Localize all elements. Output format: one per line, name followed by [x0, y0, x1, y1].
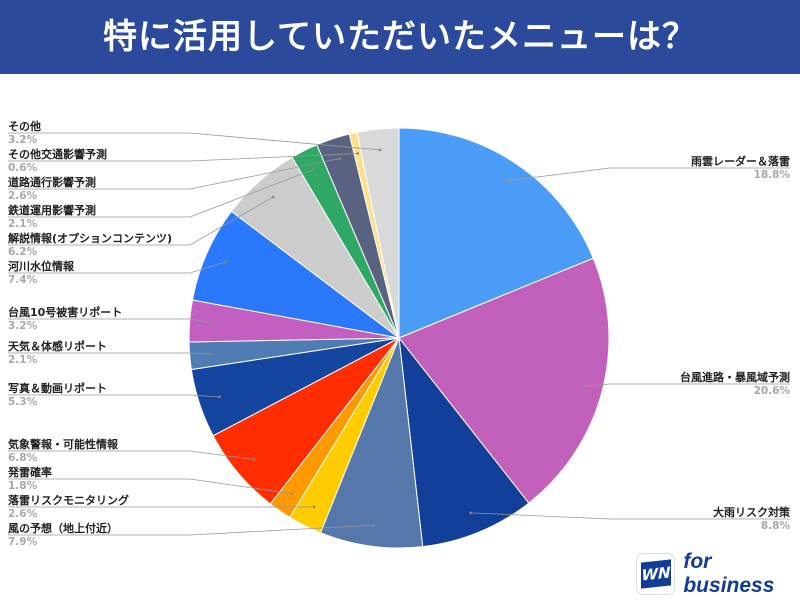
leader-line — [8, 478, 292, 495]
leader-dot — [312, 505, 316, 509]
leader-line — [8, 158, 340, 190]
slice-label: 大雨リスク対策 — [713, 505, 791, 519]
leader-dot — [372, 523, 375, 527]
leader-line — [8, 168, 314, 218]
slice-percent: 3.2% — [8, 134, 38, 146]
leader-line — [470, 512, 790, 520]
slice-percent: 8.8% — [761, 520, 791, 532]
slice-percent: 6.2% — [8, 246, 38, 258]
leader-dot — [224, 260, 228, 264]
leader-line — [8, 261, 227, 274]
leader-dot — [338, 157, 341, 160]
pie-slice — [191, 210, 400, 339]
leader-line — [8, 394, 220, 398]
slice-percent: 5.3% — [8, 396, 38, 408]
slice-label: 発雷確率 — [7, 465, 52, 479]
slice-percent: 0.6% — [8, 162, 38, 174]
pie-slice — [398, 127, 594, 339]
leader-dot — [271, 195, 275, 199]
leader-dot — [209, 352, 212, 356]
slice-label: 河川水位情報 — [8, 259, 75, 273]
pie-slice — [398, 336, 530, 548]
slice-percent: 18.8% — [754, 169, 791, 181]
pie-slice — [398, 257, 610, 504]
leader-dot — [290, 492, 294, 495]
leader-line — [504, 167, 790, 182]
slice-label: 台風10号被害リポート — [8, 305, 122, 319]
leader-dot — [356, 152, 360, 155]
slice-label: その他交通影響予測 — [8, 147, 107, 161]
leader-dot — [378, 148, 382, 152]
slice-label: その他 — [8, 119, 41, 133]
leader-line — [8, 153, 358, 162]
slice-percent: 7.4% — [8, 274, 38, 286]
slice-label: 天気＆体感リポート — [8, 339, 107, 353]
leader-line — [8, 318, 211, 323]
leader-dot — [209, 321, 212, 324]
leader-line — [8, 196, 274, 246]
leader-line — [8, 132, 381, 151]
slice-label: 気象警報・可能性情報 — [8, 437, 119, 451]
leader-dot — [469, 511, 473, 515]
leader-line — [8, 524, 374, 536]
page-title: 特に活用していただいたメニューは？ — [0, 0, 800, 74]
slice-label: 風の予想（地上付近） — [8, 521, 118, 535]
slice-percent: 2.6% — [8, 190, 38, 202]
slice-label: 台風進路・暴風域予測 — [680, 370, 790, 384]
logo: WN for business — [636, 550, 800, 598]
slice-percent: 2.6% — [8, 508, 38, 520]
leader-dot — [252, 458, 256, 461]
slice-label: 落雷リスクモニタリング — [8, 493, 129, 507]
leader-dot — [312, 168, 316, 171]
logo-icon: WN — [636, 553, 676, 595]
leader-line — [581, 383, 790, 387]
pie-slice — [319, 337, 424, 549]
slice-label: 解説情報(オプションコンテンツ) — [8, 231, 172, 245]
slice-percent: 2.1% — [8, 218, 38, 230]
slice-percent: 7.9% — [8, 536, 38, 548]
slice-percent: 1.8% — [8, 480, 38, 492]
leader-line — [8, 450, 255, 460]
leader-dot — [218, 395, 221, 399]
slice-percent: 6.8% — [8, 452, 38, 464]
slice-label: 写真＆動画リポート — [8, 381, 107, 395]
logo-text: for business — [683, 550, 775, 597]
leader-dot — [502, 179, 506, 183]
leader-line — [8, 352, 211, 355]
leader-dot — [580, 384, 584, 388]
slice-percent: 3.2% — [8, 320, 38, 332]
slice-label: 鉄道運用影響予測 — [8, 203, 96, 217]
slice-label: 雨雲レーダー＆落雷 — [691, 154, 790, 168]
slice-percent: 20.6% — [754, 385, 791, 397]
slice-label: 道路通行影響予測 — [8, 175, 96, 189]
slice-percent: 2.1% — [8, 354, 38, 366]
pie-slice — [356, 127, 400, 339]
